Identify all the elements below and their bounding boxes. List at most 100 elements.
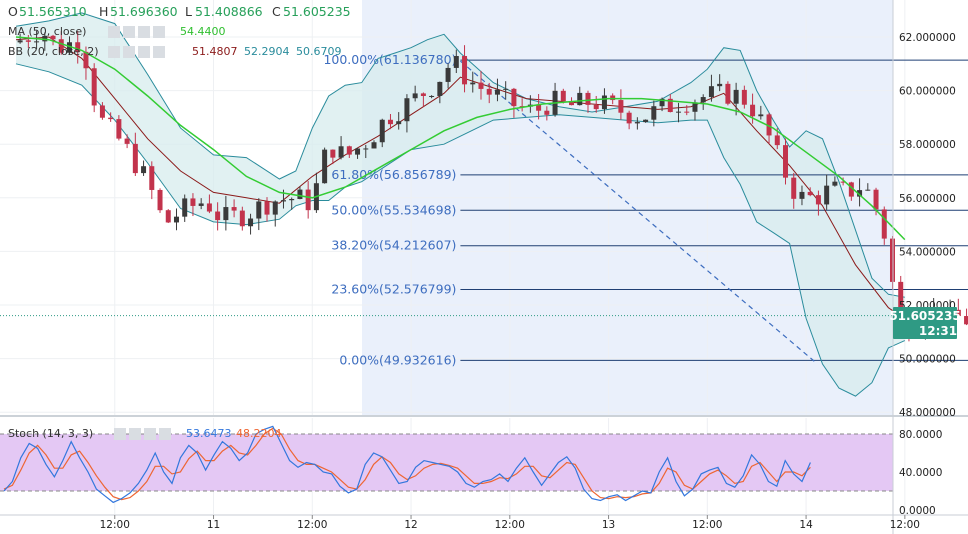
candle-body (420, 93, 426, 97)
candle-body (387, 119, 393, 125)
time-tick-label: 13 (602, 519, 615, 531)
low-value: 51.408866 (195, 4, 263, 19)
time-tick-label: 12 (404, 519, 417, 531)
candle-body (322, 149, 328, 184)
candle-body (585, 92, 591, 105)
candle-body (618, 100, 624, 113)
candle-body (338, 146, 344, 158)
candle-body (791, 177, 797, 199)
candle-body (99, 105, 105, 118)
fib-level-label: 100.00%(61.136780) (323, 52, 456, 67)
close-icon[interactable] (153, 26, 165, 38)
fibonacci-retracement[interactable]: 100.00%(61.136780) 61.80%(56.856789) 50.00… (323, 52, 968, 367)
candle-body (643, 119, 649, 123)
candle-body (676, 111, 682, 113)
gear-icon[interactable] (123, 46, 135, 58)
fib-level-label: 50.00%(55.534698) (331, 202, 456, 217)
time-axis[interactable]: 12:00 11 12:00 12 12:00 13 12:00 14 12:00 (100, 515, 920, 531)
candle-body (231, 207, 237, 211)
price-tick-label: 62.000000 (899, 32, 956, 44)
candle-body (857, 190, 863, 197)
ma-legend-label: MA (50, close) (8, 25, 86, 38)
candle-body (667, 98, 673, 113)
format-icon[interactable] (138, 26, 150, 38)
ma-legend[interactable]: MA (50, close) 54.4400 (8, 25, 226, 38)
close-value: 51.605235 (283, 4, 351, 19)
candle-body (659, 98, 665, 107)
stoch-legend-buttons[interactable] (114, 428, 171, 440)
format-icon[interactable] (144, 428, 156, 440)
last-price-tag: 51.605235 12:31 (889, 307, 961, 339)
candle-body (593, 104, 599, 110)
stoch-axis[interactable]: 80.0000 40.0000 0.0000 (899, 429, 942, 517)
bb-basis-line (15, 36, 906, 320)
close-icon[interactable] (159, 428, 171, 440)
fib-level-label: 38.20%(54.212607) (331, 238, 456, 253)
candle-body (305, 189, 311, 211)
bb-upper-line (15, 12, 905, 298)
candle-body (511, 88, 517, 107)
stoch-d-line (3, 427, 811, 501)
stoch-legend[interactable]: Stoch (14, 3, 3) 53.6473 48.2204 (8, 427, 282, 440)
candle-body (560, 90, 566, 102)
candle-body (280, 200, 286, 202)
price-axis[interactable]: 62.000000 60.000000 58.000000 56.000000 54.0… (899, 32, 956, 419)
candle-body (700, 97, 706, 103)
gear-icon[interactable] (123, 26, 135, 38)
candle-body (437, 81, 443, 96)
candle-body (132, 143, 138, 174)
format-icon[interactable] (138, 46, 150, 58)
candle-body (83, 51, 89, 69)
close-icon[interactable] (153, 46, 165, 58)
high-value: 51.696360 (110, 4, 178, 19)
candle-body (766, 114, 772, 136)
candle-body (758, 114, 764, 117)
candle-body (190, 198, 196, 206)
bb-legend-label: BB (20, close, 2) (8, 45, 99, 58)
candle-body (248, 218, 254, 227)
stoch-legend-k: 53.6473 (186, 427, 232, 440)
candle-body (503, 88, 509, 90)
open-value: 51.565310 (19, 4, 87, 19)
bb-lower-line (15, 63, 906, 397)
time-tick-label: 12:00 (297, 519, 327, 531)
stoch-tick-label: 80.0000 (899, 429, 942, 441)
candle-body (478, 82, 484, 89)
candle-body (66, 42, 72, 53)
close-label: C (272, 4, 281, 19)
candle-body (544, 110, 550, 115)
time-tick-label: 12:00 (100, 519, 130, 531)
open-label: O (8, 4, 18, 19)
ma-legend-buttons[interactable] (108, 26, 165, 38)
eye-icon[interactable] (108, 46, 120, 58)
candle-body (116, 119, 122, 139)
time-tick-label: 14 (799, 519, 813, 531)
bar-countdown: 12:31 (919, 324, 957, 338)
candle-body (17, 40, 23, 43)
bb-legend-buttons[interactable] (108, 46, 165, 58)
candle-body (149, 166, 155, 190)
price-tick-label: 48.000000 (899, 407, 956, 419)
candle-body (840, 181, 846, 183)
candle-body (223, 207, 229, 221)
gear-icon[interactable] (129, 428, 141, 440)
candle-body (75, 42, 81, 52)
price-tick-label: 56.000000 (899, 193, 956, 205)
candle-body (379, 119, 385, 143)
candle-body (651, 106, 657, 120)
bb-legend[interactable]: BB (20, close, 2) 51.4807 52.2904 50.670… (8, 45, 342, 58)
candle-body (346, 146, 352, 155)
candle-body (889, 238, 895, 282)
stoch-tick-label: 40.0000 (899, 467, 942, 479)
candle-body (206, 203, 212, 212)
candle-body (108, 117, 114, 120)
candle-body (684, 111, 690, 113)
eye-icon[interactable] (108, 26, 120, 38)
candle-body (157, 189, 163, 211)
candle-body (577, 92, 583, 106)
candle-body (445, 67, 451, 82)
last-price-value: 51.605235 (889, 309, 960, 323)
candle-body (799, 191, 805, 199)
eye-icon[interactable] (114, 428, 126, 440)
